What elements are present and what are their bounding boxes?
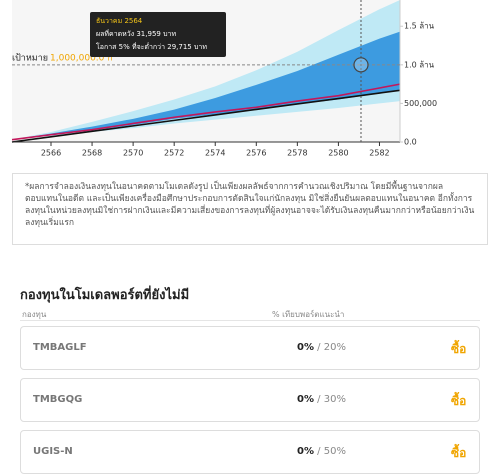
fund-row: TMBAGLF 0% / 20% ซื้อ [20,326,480,370]
forecast-band [12,31,400,140]
x-tick-label: 2578 [287,149,307,158]
buy-button[interactable]: ซื้อ [451,446,467,460]
y-tick-label: 1.5 ล้าน [404,22,435,31]
disclaimer: *ผลการจำลองเงินลงทุนในอนาคตตามโมเดลดังรู… [12,173,488,245]
target-pct: 50% [323,446,346,457]
current-pct: 0% [297,342,314,353]
x-tick-label: 2572 [164,149,184,158]
column-header: กองทุน [22,310,47,319]
tooltip-expected: ผลที่คาดหวัง 31,959 บาท [96,29,176,38]
separator: / [313,446,324,457]
buy-button[interactable]: ซื้อ [451,394,467,408]
x-tick-label: 2576 [246,149,266,158]
tooltip-date: ธันวาคม 2564 [96,17,143,25]
fund-row: UGIS-N 0% / 50% ซื้อ [20,430,480,474]
buy-button[interactable]: ซื้อ [451,342,467,356]
fund-row: TMBGQG 0% / 30% ซื้อ [20,378,480,422]
separator [20,320,480,321]
separator: / [313,342,324,353]
hover-marker [353,57,369,73]
series-line [11,89,401,143]
target-pct: 20% [323,342,346,353]
x-tick-label: 2580 [328,149,348,158]
current-pct: 0% [297,446,314,457]
series-line [11,83,401,141]
allocation: 0% / 50% [297,446,346,457]
fund-name: TMBGQG [33,394,83,405]
y-tick-label: 1.0 ล้าน [404,60,435,69]
separator: / [313,394,324,405]
y-tick-label: 500,000 [404,99,437,108]
target-value: 1,000,000.0 ก [50,53,113,63]
y-tick-label: 0.0 [404,138,417,147]
section-title: กองทุนในโมเดลพอร์ตที่ยังไม่มี [20,288,190,303]
allocation: 0% / 30% [297,394,346,405]
tooltip-chance: โอกาส 5% ที่จะต่ำกว่า 29,715 บาท [96,42,207,51]
forecast-band [12,0,400,140]
x-tick-label: 2574 [205,149,225,158]
fund-name: UGIS-N [33,446,73,457]
x-tick-label: 2570 [123,149,143,158]
current-pct: 0% [297,394,314,405]
allocation: 0% / 20% [297,342,346,353]
fund-name: TMBAGLF [33,342,87,353]
column-header: % เทียบพอร์ตแนะนำ [272,310,345,319]
tooltip [90,12,226,57]
target-label: เป้าหมาย [12,52,48,63]
target-pct: 30% [323,394,346,405]
x-tick-label: 2582 [369,149,389,158]
x-tick-label: 2568 [82,149,102,158]
chart: 2566 2568 2570 2572 2574 2576 2578 2580 2582 0.0 5… [11,0,437,158]
x-tick-label: 2566 [41,149,61,158]
